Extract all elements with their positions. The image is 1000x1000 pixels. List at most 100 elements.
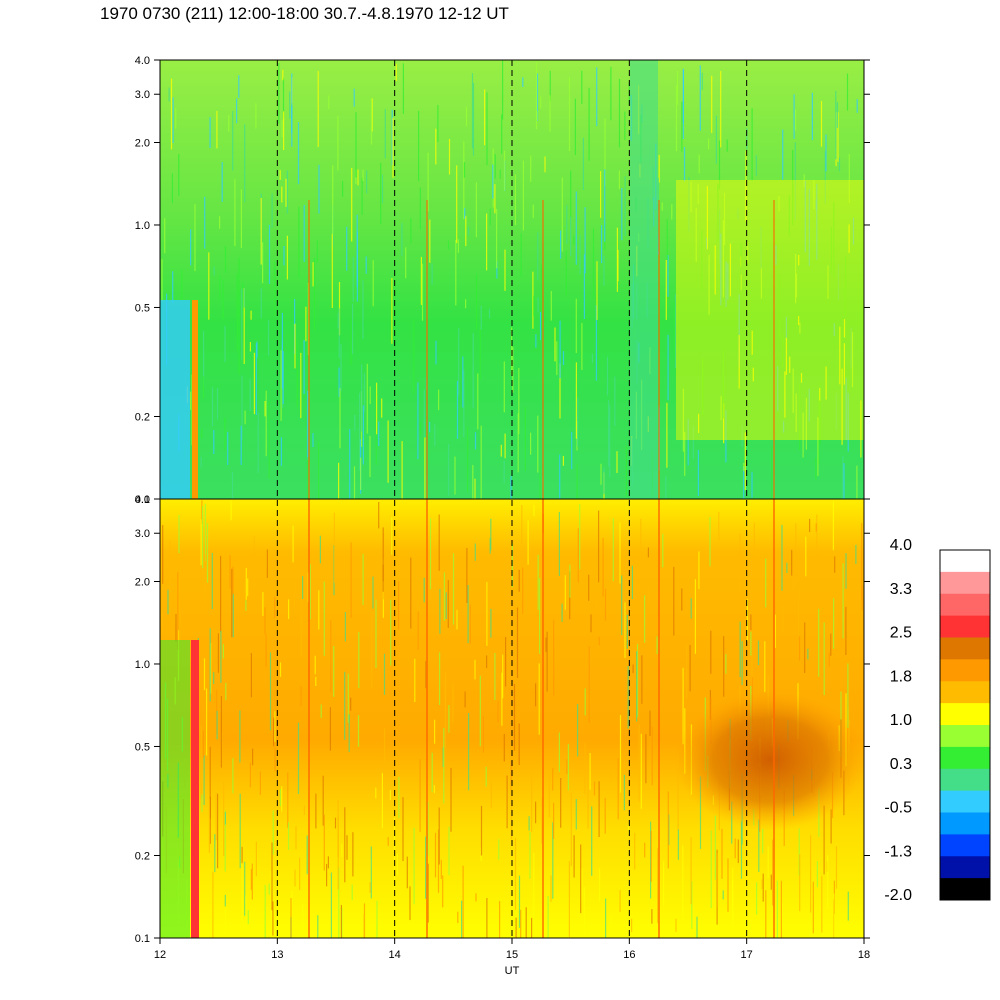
spectrum-streak: [356, 231, 358, 302]
spectrum-streak: [746, 599, 748, 642]
spectrum-streak: [842, 563, 844, 639]
spectrum-streak: [290, 898, 292, 938]
spectrum-streak: [667, 334, 669, 401]
spectrum-streak: [547, 896, 549, 938]
spectrum-streak: [387, 420, 389, 483]
spectrum-streak: [260, 288, 262, 319]
spectrum-streak: [777, 366, 779, 412]
spectrum-streak: [249, 342, 251, 352]
spectrum-streak: [755, 155, 757, 176]
spectrum-streak: [816, 514, 818, 560]
spectrum-streak: [372, 576, 374, 609]
spectrum-streak: [661, 202, 663, 211]
spectrum-streak: [486, 92, 488, 166]
spectrum-streak: [552, 822, 554, 899]
spectrum-streak: [272, 901, 274, 936]
spectrum-streak: [245, 895, 247, 938]
spectrum-streak: [427, 152, 429, 212]
spectrum-streak: [571, 431, 573, 470]
spectrum-streak: [286, 235, 288, 280]
spectrum-streak: [281, 313, 283, 389]
spectrum-streak: [698, 551, 700, 590]
spectrum-streak: [433, 785, 435, 794]
spectrum-streak: [312, 262, 314, 287]
spectrum-streak: [684, 431, 686, 477]
spectrum-streak: [288, 599, 290, 620]
spectrum-streak: [518, 723, 520, 765]
spectrum-streak: [378, 502, 380, 529]
spectrum-streak: [354, 414, 356, 431]
y-tick-label: 0.2: [135, 412, 150, 424]
spectrum-streak: [410, 557, 412, 629]
x-tick-label: 15: [506, 949, 518, 961]
spectrum-streak: [486, 581, 488, 646]
spectrum-streak: [413, 827, 415, 905]
spectrum-streak: [375, 787, 377, 799]
spectrum-streak: [232, 566, 234, 595]
spectrum-streak: [598, 510, 600, 583]
spectrum-streak: [489, 208, 491, 226]
spectrum-streak: [220, 630, 222, 683]
spectrum-streak: [516, 607, 519, 678]
spectrum-streak: [202, 506, 204, 569]
spectrum-streak: [504, 433, 506, 459]
spectrum-streak: [751, 654, 753, 686]
spectrum-streak: [206, 523, 209, 583]
spectrum-streak: [447, 240, 450, 250]
spectrum-streak: [799, 322, 801, 334]
spectrum-streak: [201, 500, 203, 524]
spectrum-streak: [695, 208, 697, 262]
spectrum-streak: [222, 280, 224, 320]
spectrum-streak: [440, 859, 442, 879]
spectrum-streak: [855, 544, 857, 564]
spectrum-streak: [566, 205, 568, 244]
spectrum-streak: [465, 106, 468, 126]
spectrum-streak: [833, 598, 835, 649]
interference-line: [192, 300, 198, 499]
spectrum-streak: [595, 305, 597, 381]
spectrum-streak: [265, 634, 267, 668]
spectrum-streak: [273, 717, 275, 747]
spectrum-streak: [732, 867, 734, 921]
spectrum-streak: [484, 89, 486, 146]
spectrum-streak: [601, 225, 603, 264]
spectrum-streak: [617, 249, 619, 282]
spectrum-streak: [751, 330, 753, 355]
colorbar-segment: [940, 571, 990, 595]
colorbar-segment: [940, 834, 990, 857]
spectrum-streak: [803, 174, 805, 188]
spectrum-streak: [821, 875, 823, 933]
spectrum-streak: [832, 501, 834, 551]
spectrum-streak: [328, 95, 330, 109]
spectrum-streak: [819, 381, 821, 445]
spectrum-streak: [603, 467, 605, 494]
spectrum-streak: [808, 189, 810, 266]
spectrum-streak: [351, 884, 353, 901]
spectrum-streak: [608, 400, 610, 467]
spectrum-streak: [486, 898, 488, 938]
spectrum-streak: [761, 879, 763, 889]
spectrum-streak: [463, 162, 466, 178]
spectrum-streak: [604, 169, 606, 242]
spectrum-streak: [535, 62, 538, 130]
spectrum-streak: [213, 266, 215, 276]
spectrum-streak: [279, 662, 282, 677]
colorbar-label: 2.5: [890, 625, 912, 642]
hour-dashed-lines: [276, 60, 748, 938]
spectrum-streak: [513, 683, 516, 751]
spectrum-streak: [554, 327, 556, 362]
x-tick-label: 17: [741, 949, 753, 961]
spectrum-streak: [319, 535, 321, 564]
spectrum-streak: [285, 178, 287, 207]
high-intensity-region: [675, 690, 865, 830]
spectrum-streak: [274, 747, 276, 772]
spectrum-streak: [616, 451, 618, 473]
spectrum-streak: [294, 869, 296, 887]
spectrum-streak: [587, 766, 589, 829]
spectrum-streak: [402, 63, 404, 114]
colorbar-segment: [940, 812, 990, 835]
spectrum-streak: [268, 319, 270, 356]
spectrum-streak: [805, 536, 807, 577]
spectrum-streak: [344, 807, 346, 883]
spectrum-streak: [539, 311, 542, 341]
